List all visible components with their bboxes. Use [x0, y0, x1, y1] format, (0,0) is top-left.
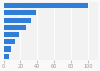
Bar	[4, 25, 26, 30]
Bar	[4, 32, 19, 37]
Bar	[4, 10, 36, 15]
Bar	[4, 39, 15, 44]
Bar	[4, 46, 11, 52]
Bar	[4, 3, 88, 8]
Bar	[4, 18, 31, 23]
Bar	[4, 54, 9, 59]
